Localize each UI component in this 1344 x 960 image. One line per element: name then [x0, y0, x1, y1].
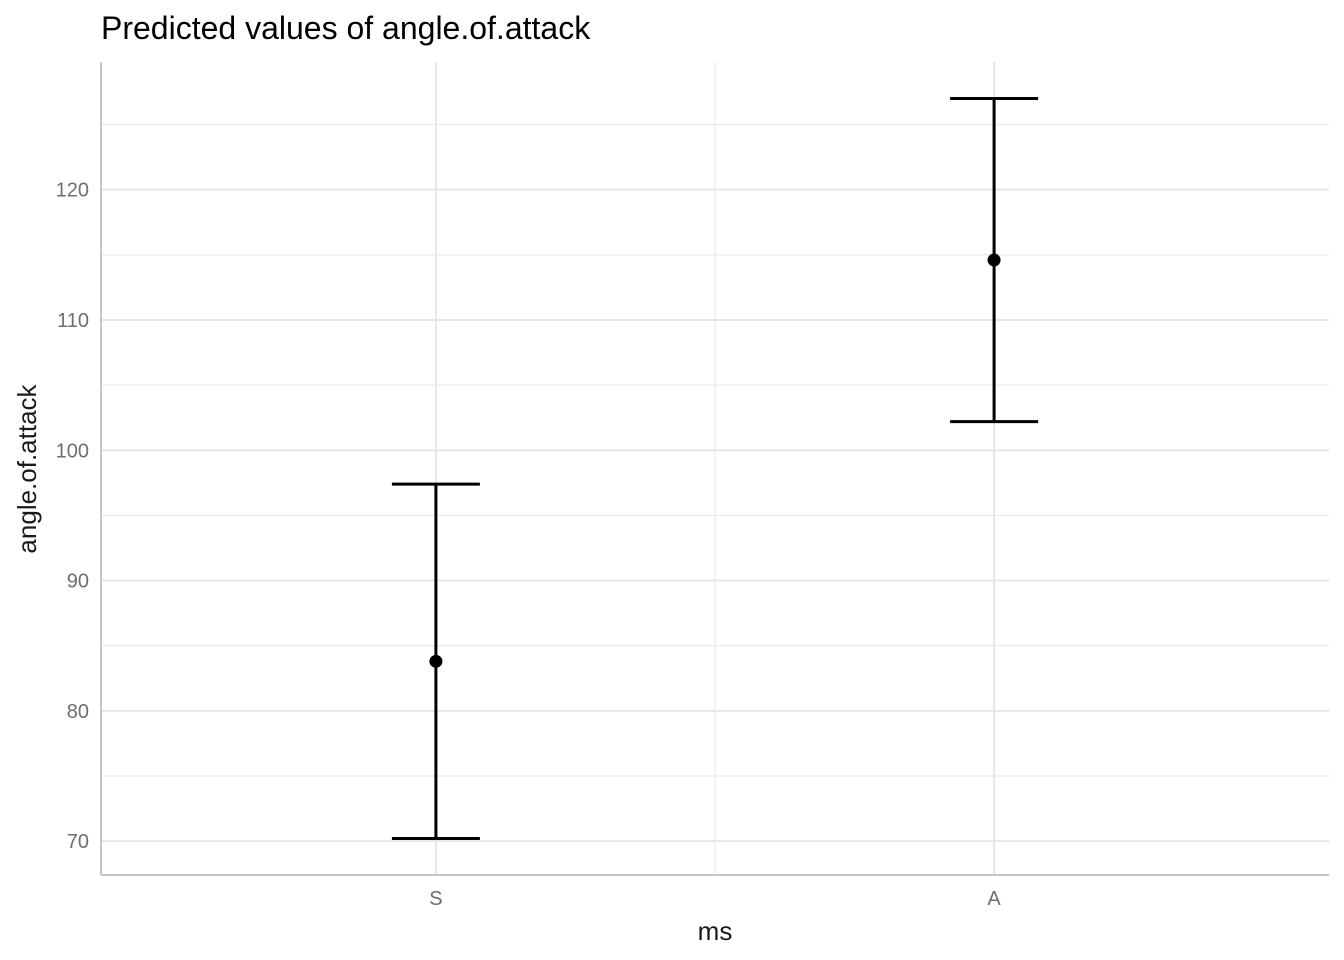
y-axis-title: angle.of.attack — [12, 383, 42, 553]
x-tick-label: S — [429, 888, 442, 910]
x-tick-label: A — [987, 888, 1001, 910]
tick-labels: 70 80 90 100 110 120 S A — [56, 180, 1002, 910]
x-axis-title: ms — [698, 916, 733, 946]
data-marks — [391, 96, 1039, 841]
chart-title: Predicted values of angle.of.attack — [101, 10, 591, 46]
y-tick-label: 100 — [56, 440, 89, 462]
y-tick-label: 110 — [57, 310, 89, 332]
point-A — [987, 253, 1001, 267]
errorbar-S — [391, 482, 480, 841]
errorbar-A — [950, 96, 1039, 424]
y-tick-label: 80 — [67, 701, 89, 723]
y-tick-label: 70 — [67, 831, 89, 853]
point-S — [429, 654, 443, 668]
grid — [101, 62, 1329, 875]
axes — [100, 62, 1329, 876]
y-tick-label: 90 — [67, 571, 89, 593]
y-tick-label: 120 — [56, 180, 89, 202]
